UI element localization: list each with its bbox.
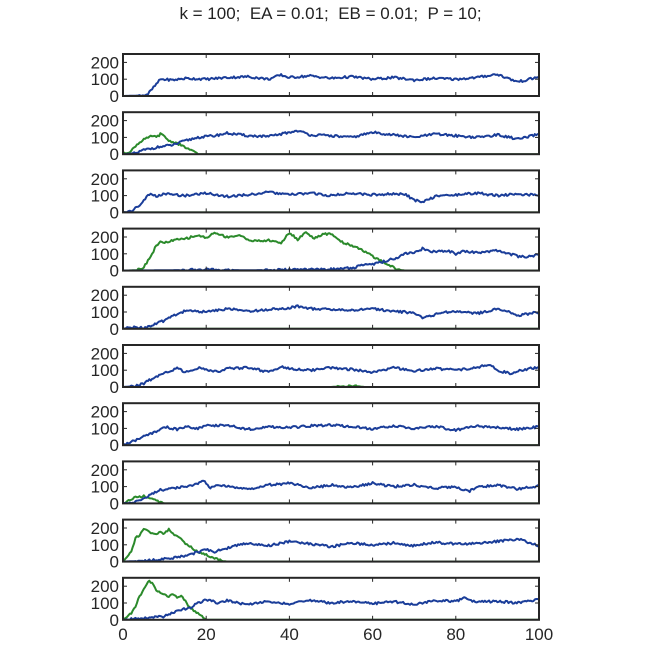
y-tick-label: 100: [91, 303, 119, 322]
y-tick-label: 200: [91, 577, 119, 596]
y-tick-label: 0: [110, 262, 119, 281]
series-blue-line: [123, 537, 539, 562]
y-tick-label: 100: [91, 187, 119, 206]
x-tick-label: 20: [197, 625, 216, 644]
y-tick-label: 0: [110, 320, 119, 339]
axes-frame: [122, 285, 540, 330]
y-tick-label: 0: [110, 87, 119, 106]
series-blue-line: [123, 190, 539, 213]
y-tick-label: 0: [110, 553, 119, 572]
axes-frame: [122, 460, 540, 505]
axes-frame: [122, 227, 540, 272]
y-tick-label: 0: [110, 436, 119, 455]
y-tick-label: 100: [91, 70, 119, 89]
y-tick-label: 200: [91, 286, 119, 305]
series-green-line: [123, 579, 539, 620]
y-tick-label: 200: [91, 170, 119, 189]
axes-frame: [122, 402, 540, 447]
y-tick-label: 200: [91, 228, 119, 247]
axes-frame: [122, 111, 540, 156]
x-tick-label: 0: [118, 625, 127, 644]
series-blue-line: [123, 304, 539, 329]
axes-frame: [122, 344, 540, 388]
y-tick-label: 100: [91, 594, 119, 613]
series-green-line: [123, 527, 539, 562]
figure-title: k = 100; EA = 0.01; EB = 0.01; P = 10;: [179, 4, 482, 23]
y-tick-label: 100: [91, 419, 119, 438]
series-green-line: [123, 132, 539, 155]
y-tick-label: 0: [110, 611, 119, 630]
series-blue-line: [123, 129, 539, 155]
series-blue-line: [123, 73, 539, 96]
y-tick-label: 200: [91, 403, 119, 422]
y-tick-label: 200: [91, 519, 119, 538]
y-tick-label: 100: [91, 245, 119, 264]
y-tick-label: 100: [91, 128, 119, 147]
y-tick-label: 0: [110, 494, 119, 513]
axes-frame: [122, 169, 540, 214]
x-tick-label: 80: [446, 625, 465, 644]
y-tick-label: 100: [91, 536, 119, 555]
axes-frame: [122, 576, 540, 621]
series-blue-line: [123, 479, 539, 504]
series-blue-line: [123, 423, 539, 446]
y-tick-label: 100: [91, 361, 119, 380]
y-tick-label: 200: [91, 461, 119, 480]
series-blue-line: [123, 596, 539, 620]
y-tick-label: 200: [91, 344, 119, 363]
x-tick-label: 100: [525, 625, 553, 644]
y-tick-label: 0: [110, 378, 119, 397]
x-tick-label: 60: [363, 625, 382, 644]
axes-frame: [122, 53, 540, 97]
y-tick-label: 100: [91, 478, 119, 497]
axes-frame: [122, 518, 540, 563]
y-tick-label: 200: [91, 112, 119, 131]
y-tick-label: 0: [110, 203, 119, 222]
x-tick-label: 40: [280, 625, 299, 644]
y-tick-label: 200: [91, 53, 119, 72]
series-green-line: [123, 494, 539, 504]
y-tick-label: 0: [110, 145, 119, 164]
series-blue-line: [123, 246, 539, 271]
series-blue-line: [123, 364, 539, 387]
